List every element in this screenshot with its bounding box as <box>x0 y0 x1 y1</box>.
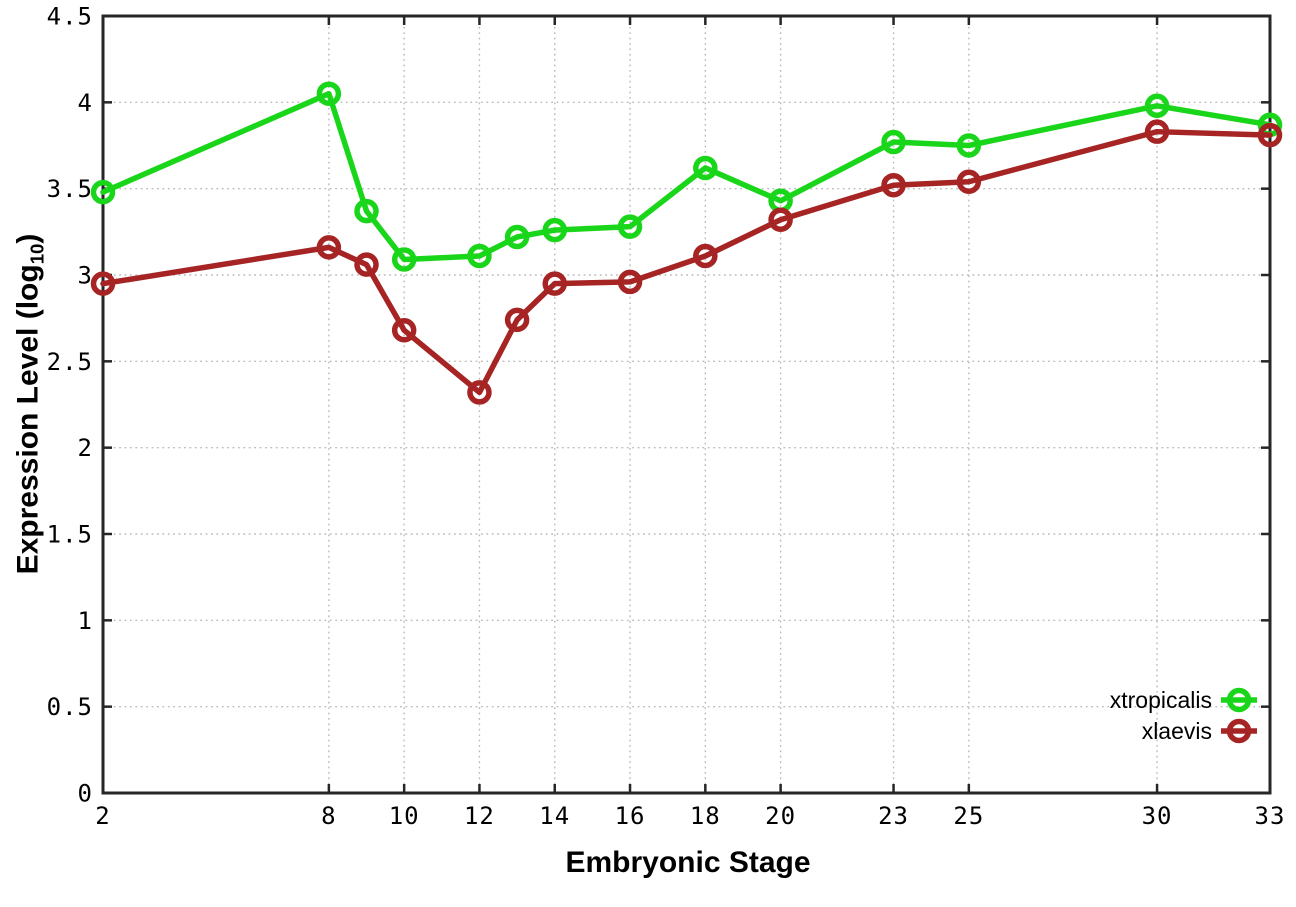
data-point-xlaevis <box>391 318 417 343</box>
legend-marker-xlaevis <box>1226 718 1252 744</box>
legend: xtropicalis xlaevis <box>1110 687 1257 744</box>
data-point-xlaevis <box>90 271 116 296</box>
plot-border <box>101 14 1272 795</box>
x-tick-label: 20 <box>765 802 796 830</box>
data-point-xtropicalis <box>693 155 718 181</box>
x-tick-label: 10 <box>389 802 420 830</box>
x-tick-label: 18 <box>690 802 721 830</box>
data-point-xtropicalis <box>956 133 982 158</box>
x-tick-label: 25 <box>953 802 984 830</box>
data-point-xlaevis <box>354 252 379 277</box>
y-tick-label: 0.5 <box>47 693 93 721</box>
y-tick-label: 1 <box>78 607 93 635</box>
x-tick-label: 12 <box>464 802 495 830</box>
x-tick-label: 2 <box>95 802 110 830</box>
gridlines <box>102 15 1271 794</box>
data-point-xlaevis <box>617 269 643 295</box>
legend-label-xtropicalis: xtropicalis <box>1110 687 1212 713</box>
x-tick-label: 30 <box>1142 802 1173 830</box>
y-tick-label: 3.5 <box>47 175 93 203</box>
y-tick-labels: 0 0.5 1 1.5 2 2.5 3 3.5 4 4.5 <box>47 3 93 808</box>
y-axis-title-subscript: 10 <box>26 243 48 265</box>
y-axis-title-prefix: Expression Level (log <box>11 264 45 575</box>
data-point-xtropicalis <box>391 247 417 272</box>
data-point-xlaevis <box>1144 119 1170 144</box>
data-point-xlaevis <box>881 172 906 198</box>
y-tick-label: 0 <box>78 780 93 808</box>
data-point-xlaevis <box>956 169 982 195</box>
tick-marks <box>101 14 1272 795</box>
y-axis-title-suffix: ) <box>11 233 45 244</box>
data-point-xtropicalis <box>90 179 116 205</box>
data-point-xtropicalis <box>316 81 342 106</box>
legend-row-xlaevis: xlaevis <box>1142 718 1257 744</box>
x-tick-labels: 2 8 10 12 14 16 18 20 23 25 30 33 <box>95 802 1286 830</box>
data-point-xtropicalis <box>1144 93 1170 119</box>
x-tick-label: 14 <box>539 802 570 830</box>
y-tick-label: 1.5 <box>47 521 93 549</box>
data-point-xtropicalis <box>504 224 530 250</box>
data-point-xtropicalis <box>881 129 906 155</box>
x-tick-label: 16 <box>615 802 646 830</box>
data-point-xlaevis <box>768 207 793 232</box>
data-point-xtropicalis <box>542 217 567 243</box>
series-line-xlaevis <box>100 128 1273 396</box>
data-point-xlaevis <box>504 307 530 333</box>
y-axis-title: Expression Level (log10) <box>12 234 49 575</box>
x-tick-label: 8 <box>321 802 336 830</box>
y-tick-label: 2 <box>78 434 93 462</box>
data-point-xlaevis <box>316 235 342 260</box>
series-xlaevis <box>90 119 1283 405</box>
data-point-xlaevis <box>542 271 567 296</box>
series-line-xtropicalis <box>100 90 1273 263</box>
y-tick-label: 3 <box>78 262 93 290</box>
legend-row-xtropicalis: xtropicalis <box>1110 687 1257 713</box>
legend-marker-xtropicalis <box>1226 687 1252 713</box>
x-tick-label: 23 <box>878 802 909 830</box>
legend-label-xlaevis: xlaevis <box>1142 718 1212 744</box>
data-point-xtropicalis <box>354 198 379 224</box>
data-point-xlaevis <box>467 380 492 405</box>
series-xtropicalis <box>90 81 1283 272</box>
y-tick-label: 4 <box>78 89 93 117</box>
data-point-xtropicalis <box>467 243 492 269</box>
data-point-xlaevis <box>693 243 718 269</box>
x-tick-label: 33 <box>1255 802 1286 830</box>
y-tick-label: 4.5 <box>47 3 93 31</box>
data-point-xlaevis <box>1257 122 1283 148</box>
y-tick-label: 2.5 <box>47 348 93 376</box>
x-axis-title: Embryonic Stage <box>565 846 811 879</box>
data-point-xtropicalis <box>617 214 643 239</box>
